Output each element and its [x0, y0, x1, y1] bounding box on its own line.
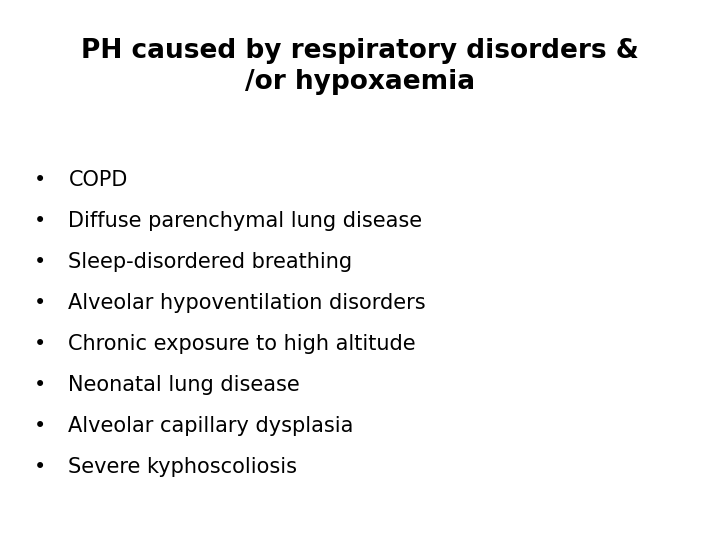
Text: Neonatal lung disease: Neonatal lung disease	[68, 375, 300, 395]
Text: PH caused by respiratory disorders &
/or hypoxaemia: PH caused by respiratory disorders & /or…	[81, 38, 639, 95]
Text: •: •	[33, 252, 46, 272]
Text: •: •	[33, 170, 46, 190]
Text: Sleep-disordered breathing: Sleep-disordered breathing	[68, 252, 353, 272]
Text: •: •	[33, 416, 46, 436]
Text: •: •	[33, 334, 46, 354]
Text: Alveolar capillary dysplasia: Alveolar capillary dysplasia	[68, 416, 354, 436]
Text: •: •	[33, 375, 46, 395]
Text: •: •	[33, 211, 46, 231]
Text: Diffuse parenchymal lung disease: Diffuse parenchymal lung disease	[68, 211, 423, 231]
Text: Chronic exposure to high altitude: Chronic exposure to high altitude	[68, 334, 416, 354]
Text: COPD: COPD	[68, 170, 127, 190]
Text: •: •	[33, 457, 46, 477]
Text: Alveolar hypoventilation disorders: Alveolar hypoventilation disorders	[68, 293, 426, 313]
Text: •: •	[33, 293, 46, 313]
Text: Severe kyphoscoliosis: Severe kyphoscoliosis	[68, 457, 297, 477]
